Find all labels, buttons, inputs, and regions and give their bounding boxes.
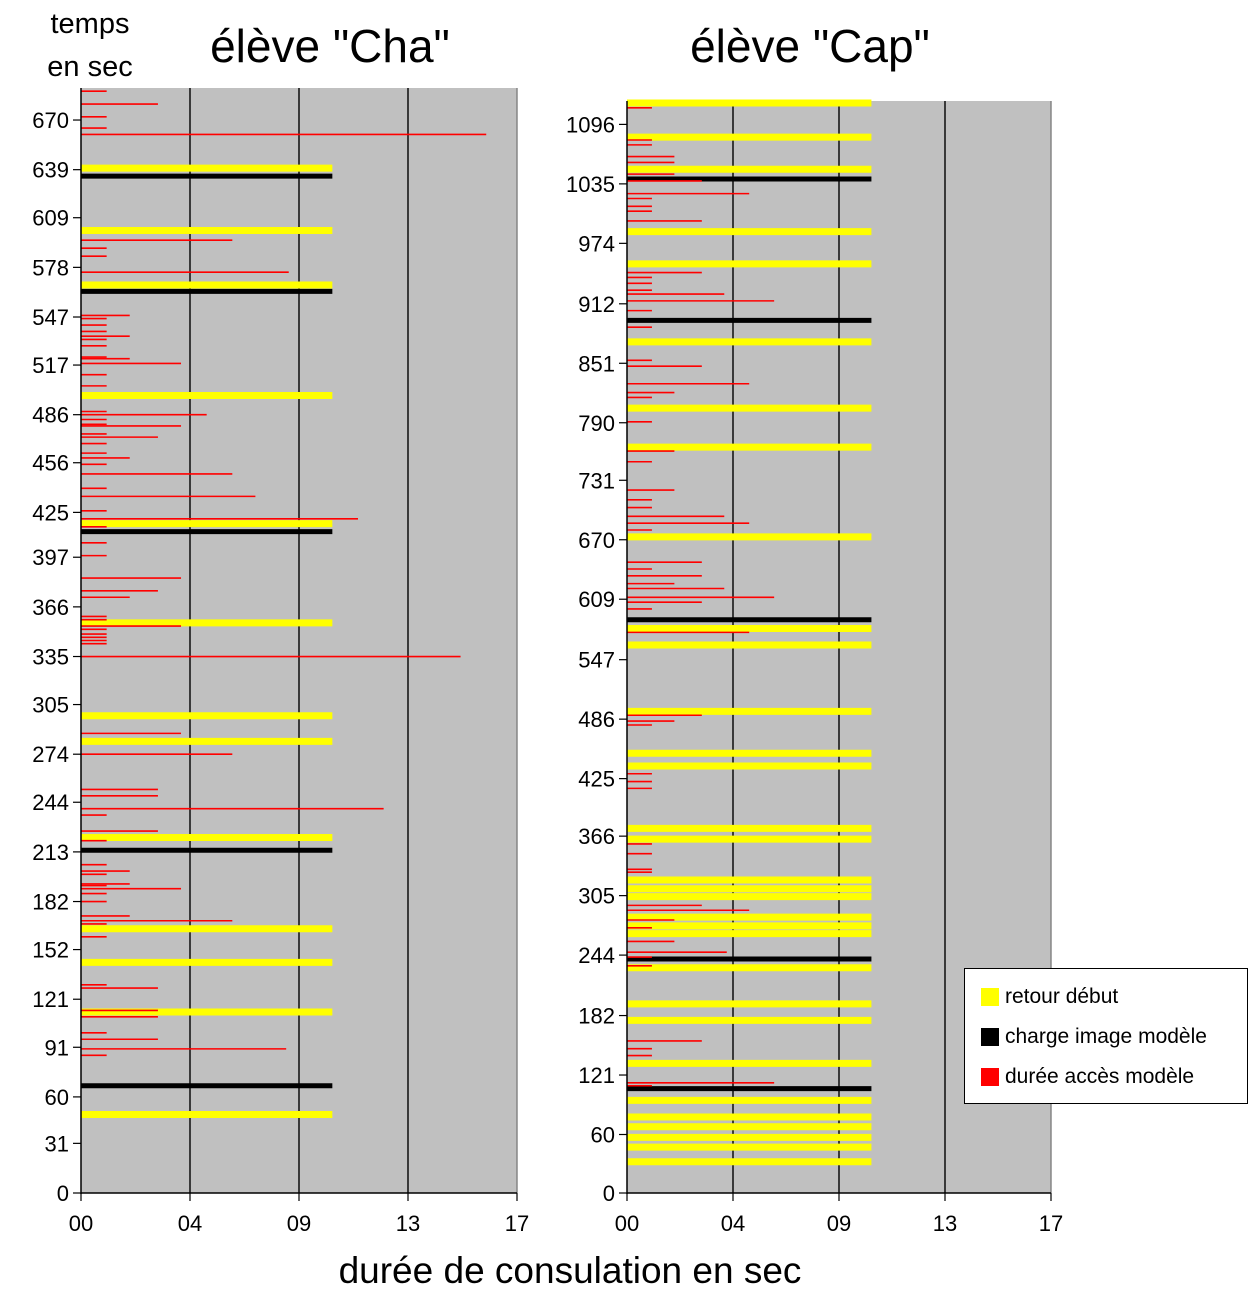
legend-item-acces: durée accès modèle — [981, 1057, 1247, 1097]
y-tick-label: 31 — [45, 1131, 69, 1156]
y-tick-label: 609 — [578, 587, 615, 612]
x-tick-label: 00 — [69, 1211, 93, 1236]
chart-panel-0: élève "Cha" 0 31 60 91 121 152 182 213 244 274 305 3… — [32, 20, 529, 1236]
y-tick-label: 366 — [578, 824, 615, 849]
y-tick-label: 1035 — [566, 172, 615, 197]
legend-label-charge: charge image modèle — [1005, 1025, 1207, 1048]
legend-label-retour: retour début — [1005, 985, 1119, 1008]
chart-title: élève "Cha" — [210, 20, 450, 72]
legend-item-charge: charge image modèle — [981, 1017, 1247, 1057]
y-tick-label: 790 — [578, 411, 615, 436]
y-tick-label: 486 — [32, 403, 69, 428]
y-tick-label: 578 — [32, 255, 69, 280]
y-tick-label: 182 — [32, 890, 69, 915]
y-tick-label: 213 — [32, 840, 69, 865]
legend-swatch-retour — [981, 988, 999, 1006]
x-tick-label: 13 — [396, 1211, 420, 1236]
y-tick-label: 91 — [45, 1035, 69, 1060]
y-tick-label: 851 — [578, 351, 615, 376]
x-tick-label: 09 — [827, 1211, 851, 1236]
x-tick-label: 17 — [505, 1211, 529, 1236]
y-tick-label: 547 — [578, 648, 615, 673]
x-tick-label: 09 — [287, 1211, 311, 1236]
legend-label-acces: durée accès modèle — [1005, 1065, 1195, 1088]
legend-swatch-charge — [981, 1028, 999, 1046]
x-tick-label: 13 — [933, 1211, 957, 1236]
y-tick-label: 609 — [32, 206, 69, 231]
y-tick-label: 639 — [32, 158, 69, 183]
x-tick-label: 17 — [1039, 1211, 1063, 1236]
y-axis-title-line1: temps — [51, 8, 130, 40]
y-tick-label: 486 — [578, 707, 615, 732]
x-tick-label: 04 — [178, 1211, 202, 1236]
x-axis-title: durée de consulation en sec — [339, 1250, 802, 1291]
y-tick-label: 0 — [603, 1181, 615, 1206]
y-tick-label: 60 — [45, 1085, 69, 1110]
y-tick-label: 517 — [32, 353, 69, 378]
y-tick-label: 121 — [32, 987, 69, 1012]
y-tick-label: 547 — [32, 305, 69, 330]
legend-item-retour: retour début — [981, 977, 1247, 1017]
y-tick-label: 244 — [32, 790, 69, 815]
y-tick-label: 397 — [32, 545, 69, 570]
y-tick-label: 60 — [591, 1123, 615, 1148]
y-tick-label: 335 — [32, 645, 69, 670]
y-tick-label: 244 — [578, 943, 615, 968]
y-tick-label: 182 — [578, 1004, 615, 1029]
y-tick-label: 121 — [578, 1063, 615, 1088]
y-tick-label: 670 — [578, 528, 615, 553]
y-tick-label: 456 — [32, 451, 69, 476]
legend: retour début charge image modèle durée a… — [964, 968, 1248, 1104]
y-tick-label: 425 — [578, 767, 615, 792]
legend-swatch-acces — [981, 1068, 999, 1086]
y-axis-title-line2: en sec — [47, 51, 132, 83]
y-tick-label: 1096 — [566, 112, 615, 137]
y-tick-label: 152 — [32, 938, 69, 963]
chart-title: élève "Cap" — [690, 20, 930, 72]
x-tick-label: 00 — [615, 1211, 639, 1236]
y-tick-label: 305 — [578, 884, 615, 909]
y-tick-label: 274 — [32, 742, 69, 767]
y-tick-label: 912 — [578, 292, 615, 317]
y-tick-label: 670 — [32, 108, 69, 133]
y-tick-label: 0 — [57, 1181, 69, 1206]
y-tick-label: 974 — [578, 231, 615, 256]
x-tick-label: 04 — [721, 1211, 745, 1236]
y-tick-label: 305 — [32, 693, 69, 718]
y-tick-label: 425 — [32, 500, 69, 525]
y-tick-label: 731 — [578, 468, 615, 493]
y-tick-label: 366 — [32, 595, 69, 620]
